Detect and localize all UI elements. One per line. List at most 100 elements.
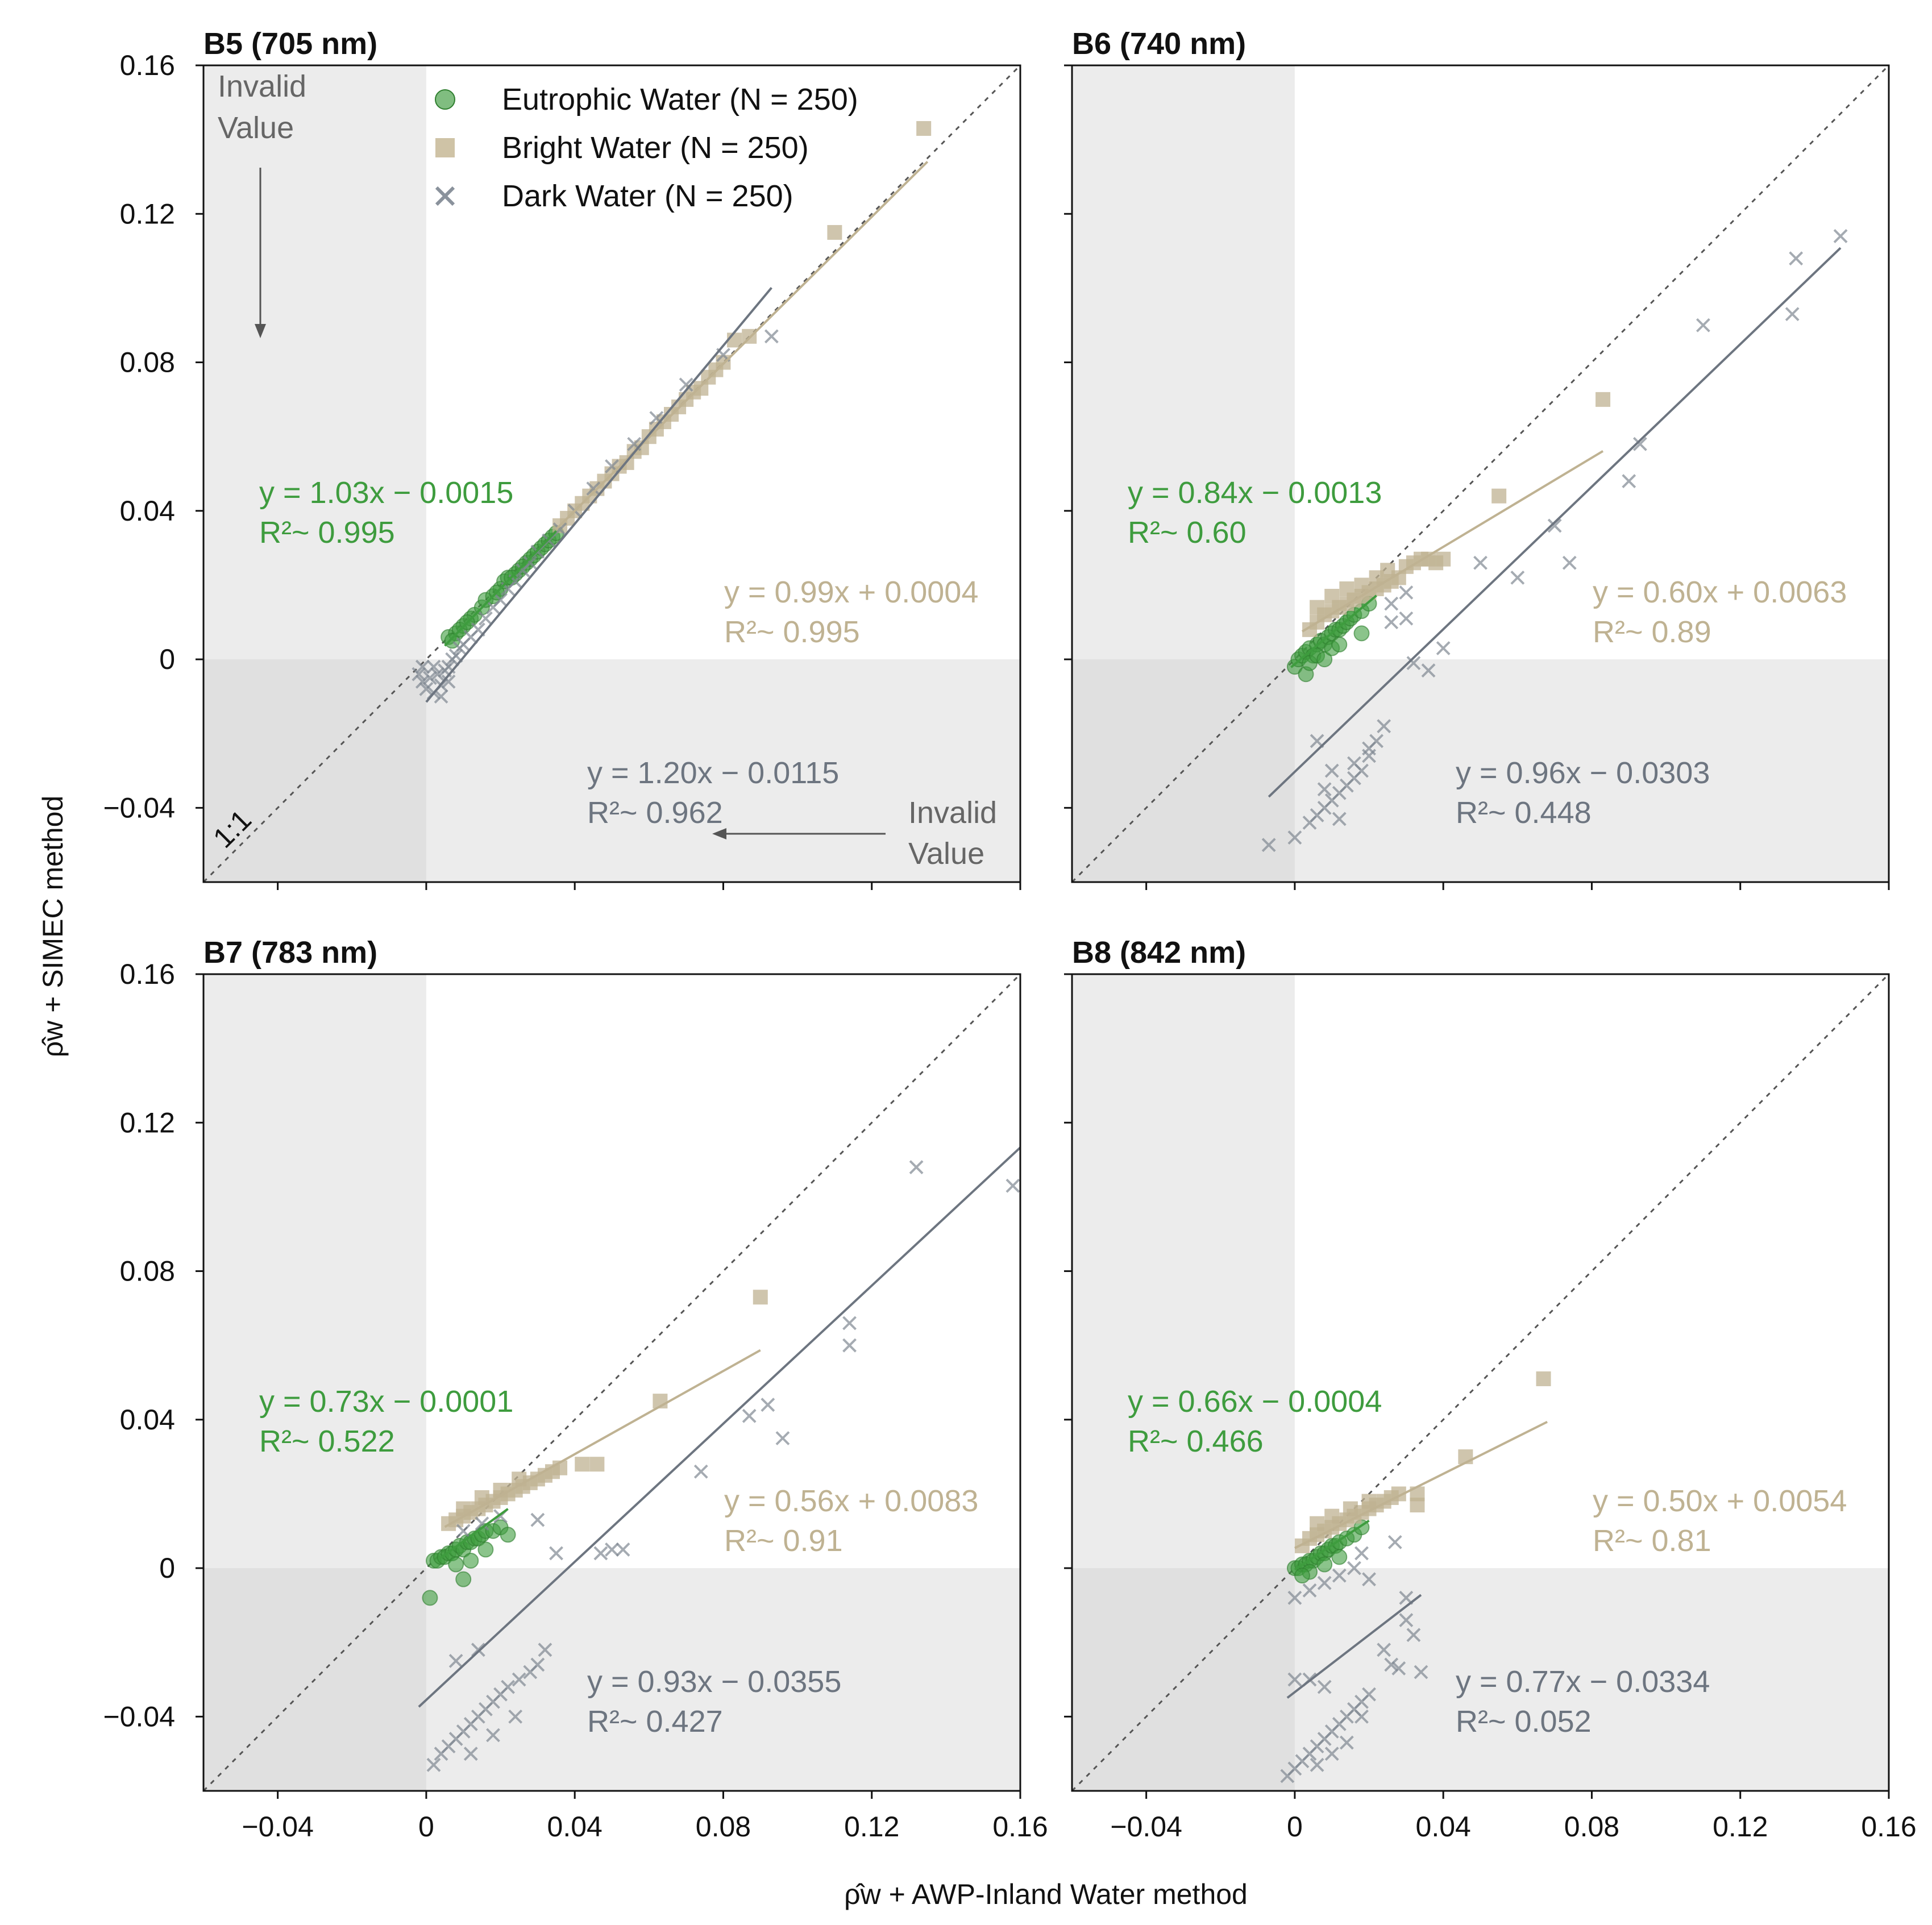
dark-point xyxy=(530,1512,545,1527)
dark-point xyxy=(693,1464,708,1479)
eutrophic-fit-line xyxy=(1294,1519,1370,1571)
bright-point xyxy=(1491,488,1507,504)
panel-title: B5 (705 nm) xyxy=(203,27,377,61)
eutrophic-point xyxy=(1331,1549,1348,1565)
dark-fit-line xyxy=(1286,1594,1422,1699)
dark-point xyxy=(1391,1661,1406,1675)
dark-point xyxy=(1377,719,1391,734)
bright-point xyxy=(827,224,842,240)
dark-point xyxy=(456,1524,471,1539)
dark-point xyxy=(1384,615,1399,630)
y-axis-title: ρ̂w + SIMEC method xyxy=(37,796,69,1058)
bright-point xyxy=(575,1457,590,1472)
dark-point xyxy=(426,1757,441,1772)
eutrophic-r2: R²~ 0.522 xyxy=(259,1424,395,1458)
dark-point xyxy=(415,659,430,674)
dark-point xyxy=(742,1408,757,1423)
dark-point xyxy=(1632,436,1647,451)
bright-r2: R²~ 0.995 xyxy=(724,615,860,649)
bright-point xyxy=(1410,1498,1425,1513)
eutrophic-point xyxy=(422,1590,438,1606)
eutrophic-r2: R²~ 0.466 xyxy=(1128,1424,1264,1458)
dark-point xyxy=(1339,1735,1354,1750)
bright-point xyxy=(1324,1508,1340,1524)
plot-area xyxy=(1072,974,1889,1791)
legend-label: Eutrophic Water (N = 250) xyxy=(502,82,858,117)
dark-point xyxy=(430,667,444,681)
dark-point xyxy=(1362,1572,1376,1587)
dark-point xyxy=(1696,318,1710,332)
y-tick-label: −0.04 xyxy=(103,792,175,824)
dark-point xyxy=(1785,307,1800,322)
dark-point xyxy=(523,555,538,570)
dark-point xyxy=(501,1679,516,1694)
x-tick-label: 0.16 xyxy=(1861,1811,1916,1843)
legend-circle-icon xyxy=(435,89,455,110)
bright-point xyxy=(1310,1516,1325,1531)
bright-fit-line xyxy=(444,1349,761,1528)
eutrophic-point xyxy=(1294,1568,1310,1584)
dark-point xyxy=(1324,1747,1339,1761)
y-tick-label: 0.04 xyxy=(120,495,175,527)
eutrophic-equation: y = 1.03x − 0.0015 xyxy=(259,476,513,510)
bright-point xyxy=(1324,589,1340,604)
dark-r2: R²~ 0.427 xyxy=(587,1704,723,1739)
invalid-value-label-top: Invalid xyxy=(218,69,306,103)
dark-point xyxy=(512,1672,526,1687)
dark-point xyxy=(842,1338,857,1353)
x-tick-label: 0.08 xyxy=(696,1811,751,1843)
legend-square-icon xyxy=(435,138,455,157)
dark-point xyxy=(538,1643,552,1657)
dark-equation: y = 1.20x − 0.0115 xyxy=(587,756,839,790)
x-tick-label: −0.04 xyxy=(1110,1811,1182,1843)
dark-point xyxy=(1547,518,1562,533)
dark-point xyxy=(1399,585,1414,600)
legend-label: Bright Water (N = 250) xyxy=(502,131,809,165)
bright-equation: y = 0.56x + 0.0083 xyxy=(724,1484,978,1518)
dark-point xyxy=(1833,229,1848,243)
x-tick-label: 0 xyxy=(418,1811,434,1843)
dark-point xyxy=(775,1431,790,1445)
x-tick-label: 0.12 xyxy=(844,1811,899,1843)
y-tick-label: 0.08 xyxy=(120,1255,175,1287)
dark-point xyxy=(1324,763,1339,778)
bright-point xyxy=(742,329,757,344)
x-tick-label: 0 xyxy=(1287,1811,1303,1843)
bright-point xyxy=(1436,551,1451,567)
one-to-one-line xyxy=(1072,65,1889,882)
eutrophic-equation: y = 0.66x − 0.0004 xyxy=(1128,1384,1382,1419)
bright-point xyxy=(589,1457,605,1472)
plot-area xyxy=(1072,65,1889,882)
invalid-value-label-top-2: Value xyxy=(218,111,294,145)
dark-point xyxy=(412,667,426,681)
dark-point xyxy=(486,1728,500,1743)
bright-point xyxy=(1536,1371,1551,1386)
plot-frame xyxy=(202,973,1021,1792)
dark-fit-line xyxy=(1268,247,1842,798)
dark-point xyxy=(463,1747,478,1761)
dark-point xyxy=(419,681,434,696)
dark-point xyxy=(493,593,508,607)
y-tick-label: 0.04 xyxy=(120,1404,175,1436)
dark-point xyxy=(1510,570,1525,585)
eutrophic-point xyxy=(500,1527,516,1543)
dark-point xyxy=(1421,663,1436,678)
dark-point xyxy=(842,1316,857,1331)
panel-title: B6 (740 nm) xyxy=(1072,27,1246,61)
dark-equation: y = 0.96x − 0.0303 xyxy=(1456,756,1710,790)
dark-point xyxy=(605,1543,619,1557)
y-tick-label: 0.08 xyxy=(120,347,175,379)
dark-point xyxy=(1006,1178,1020,1193)
bright-point xyxy=(916,121,932,136)
x-tick-label: 0.04 xyxy=(1416,1811,1471,1843)
dark-point xyxy=(479,611,493,626)
dark-point xyxy=(1377,1643,1391,1657)
y-tick-label: 0.12 xyxy=(120,1107,175,1138)
dark-point xyxy=(1317,782,1332,797)
panels: B5 (705 nm) −0.04 0 0.04 0.08 0.12 0.16 y = 1.0… xyxy=(103,27,1916,1843)
dark-point xyxy=(593,1546,608,1561)
x-axis-title: ρ̂w + AWP-Inland Water method xyxy=(844,1878,1248,1910)
dark-point xyxy=(1332,1568,1347,1583)
bright-r2: R²~ 0.89 xyxy=(1593,615,1711,649)
